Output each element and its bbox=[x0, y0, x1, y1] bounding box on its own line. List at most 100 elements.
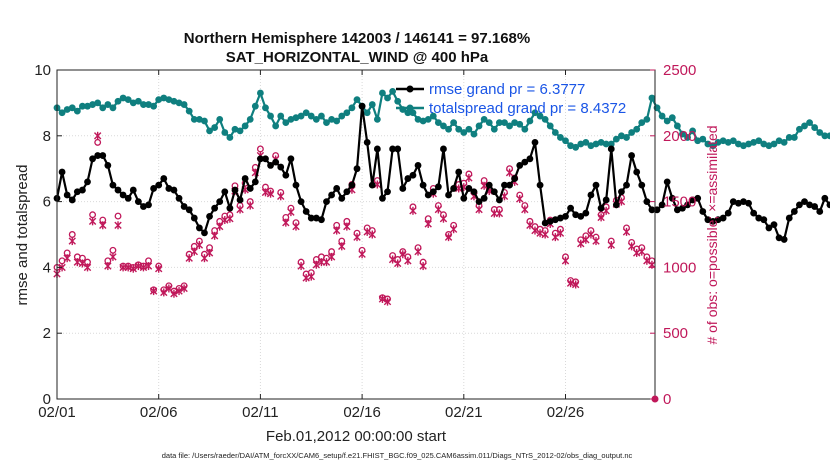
obs-assimilated-point bbox=[63, 254, 71, 263]
rmse-point bbox=[801, 198, 808, 206]
totalspread-point bbox=[323, 119, 330, 127]
rmse-point bbox=[409, 171, 417, 179]
totalspread-point bbox=[506, 122, 513, 130]
totalspread-point bbox=[668, 114, 676, 122]
totalspread-point bbox=[490, 125, 498, 133]
rmse-point bbox=[226, 204, 234, 212]
totalspread-point bbox=[282, 119, 290, 127]
totalspread-point bbox=[267, 112, 274, 120]
rmse-point bbox=[150, 185, 158, 192]
y-left-tick-label: 2 bbox=[43, 325, 51, 342]
rmse-point bbox=[623, 181, 630, 189]
rmse-point bbox=[348, 181, 356, 189]
totalspread-point bbox=[216, 115, 224, 123]
rmse-point bbox=[363, 138, 371, 146]
rmse-point bbox=[750, 209, 758, 217]
rmse-point bbox=[145, 201, 152, 209]
rmse-point bbox=[592, 181, 600, 189]
rmse-point bbox=[368, 181, 376, 189]
obs-possible-point bbox=[109, 246, 117, 254]
obs-assimilated-point bbox=[358, 250, 366, 259]
chart-title-line1: Northern Hemisphere 142003 / 146141 = 97… bbox=[184, 30, 530, 47]
obs-assimilated-point bbox=[83, 263, 92, 272]
rmse-point bbox=[89, 155, 96, 163]
totalspread-point bbox=[638, 119, 646, 127]
obs-assimilated-point bbox=[353, 233, 361, 242]
y-left-tick-label: 0 bbox=[43, 391, 51, 408]
rmse-point bbox=[389, 145, 397, 153]
obs-assimilated-point bbox=[632, 248, 641, 257]
obs-assimilated-point bbox=[175, 287, 183, 296]
rmse-point bbox=[475, 198, 483, 206]
obs-assimilated-point bbox=[424, 219, 432, 228]
rmse-point bbox=[343, 188, 351, 196]
rmse-point bbox=[384, 188, 391, 196]
totalspread-point bbox=[201, 117, 208, 125]
rmse-point bbox=[816, 208, 824, 215]
totalspread-point bbox=[429, 112, 437, 120]
rmse-point bbox=[236, 196, 244, 204]
x-tick-label: 02/01 bbox=[38, 404, 76, 421]
totalspread-point bbox=[755, 137, 763, 145]
rmse-point bbox=[577, 213, 585, 220]
rmse-point bbox=[79, 186, 86, 194]
obs-assimilated-point bbox=[505, 168, 514, 177]
totalspread-point bbox=[648, 94, 656, 102]
totalspread-point bbox=[251, 102, 259, 110]
obs-assimilated-point bbox=[419, 262, 427, 271]
rmse-point bbox=[628, 152, 636, 159]
obs-assimilated-point bbox=[516, 194, 524, 203]
totalspread-point bbox=[434, 119, 442, 127]
totalspread-point bbox=[536, 112, 544, 120]
totalspread-point bbox=[821, 132, 829, 140]
rmse-point bbox=[195, 224, 203, 232]
obs-assimilated-point bbox=[99, 221, 107, 230]
y-right-tick-label: 2000 bbox=[663, 128, 696, 145]
rmse-point bbox=[826, 201, 830, 209]
totalspread-point bbox=[460, 129, 468, 136]
totalspread-point bbox=[134, 97, 142, 105]
totalspread-point bbox=[58, 109, 66, 117]
totalspread-point bbox=[607, 140, 615, 148]
rmse-point bbox=[251, 178, 259, 186]
totalspread-point bbox=[221, 129, 229, 136]
obs-assimilated-point bbox=[190, 247, 198, 256]
grid-layer bbox=[57, 70, 655, 399]
rmse-point bbox=[668, 194, 676, 202]
obs-assimilated-point bbox=[404, 256, 412, 265]
totalspread-point bbox=[602, 140, 610, 148]
x-tick-label: 02/26 bbox=[547, 404, 585, 421]
rmse-point bbox=[470, 188, 478, 196]
totalspread-point bbox=[104, 101, 112, 108]
obs-assimilated-point bbox=[297, 262, 305, 271]
rmse-point bbox=[241, 175, 249, 182]
rmse-point bbox=[134, 198, 142, 206]
rmse-point bbox=[526, 155, 534, 163]
totalspread-point bbox=[521, 125, 529, 133]
obs-assimilated-point bbox=[302, 273, 310, 282]
rmse-point bbox=[307, 214, 315, 222]
obs-possible-point bbox=[68, 231, 76, 238]
obs-assimilated-point bbox=[577, 239, 585, 248]
obs-possible-point bbox=[114, 212, 122, 220]
rmse-point bbox=[155, 181, 163, 189]
totalspread-point bbox=[689, 127, 697, 135]
rmse-point bbox=[206, 213, 213, 220]
obs-assimilated-point bbox=[292, 222, 300, 231]
rmse-point bbox=[612, 201, 620, 209]
totalspread-point bbox=[180, 101, 188, 108]
rmse-point bbox=[785, 214, 793, 222]
obs-assimilated-point bbox=[607, 241, 615, 250]
rmse-point bbox=[94, 152, 102, 159]
rmse-point bbox=[719, 214, 727, 222]
totalspread-point bbox=[445, 125, 452, 133]
rmse-point bbox=[445, 191, 452, 199]
obs-assimilated-point bbox=[261, 188, 270, 197]
y-left-tick-label: 4 bbox=[43, 259, 51, 276]
y-right-tick-label: 2500 bbox=[663, 62, 696, 79]
rmse-point bbox=[684, 201, 691, 209]
rmse-point bbox=[450, 185, 458, 192]
obs-assimilated-point bbox=[129, 264, 137, 273]
rmse-point bbox=[262, 155, 269, 163]
